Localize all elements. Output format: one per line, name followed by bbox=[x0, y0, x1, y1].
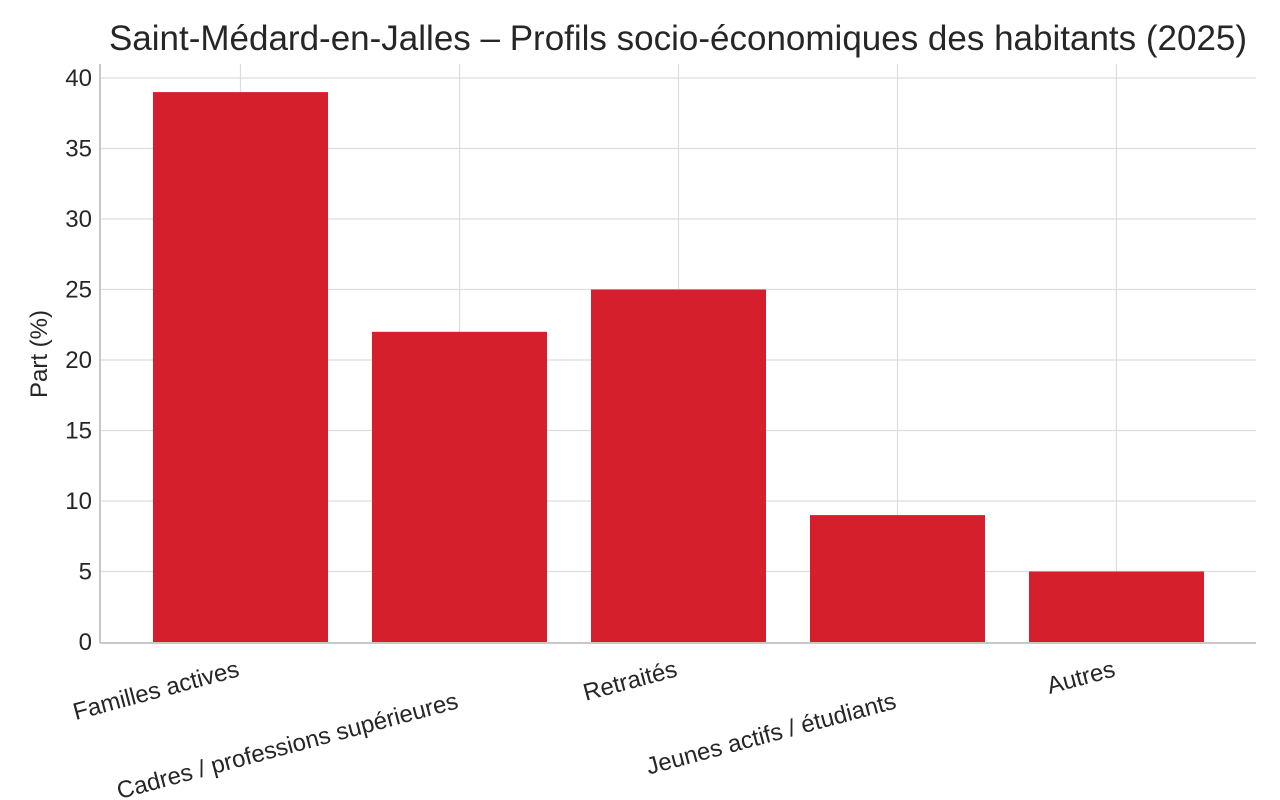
y-tick-label: 10 bbox=[65, 488, 92, 515]
y-axis-ticks: 0 5 10 15 20 25 30 35 40 bbox=[65, 65, 92, 656]
bar bbox=[372, 331, 547, 642]
y-axis-label: Part (%) bbox=[26, 310, 53, 398]
y-tick-label: 40 bbox=[65, 65, 92, 92]
y-tick-label: 0 bbox=[79, 629, 92, 656]
bar bbox=[810, 515, 985, 642]
y-tick-label: 20 bbox=[65, 347, 92, 374]
y-tick-label: 30 bbox=[65, 206, 92, 233]
x-tick-label: Retraités bbox=[580, 656, 680, 707]
y-tick-label: 25 bbox=[65, 277, 92, 304]
y-tick-label: 35 bbox=[65, 136, 92, 163]
bar bbox=[591, 289, 766, 642]
x-tick-label: Cadres / professions supérieures bbox=[114, 688, 461, 800]
chart-title: Saint-Médard-en-Jalles – Profils socio-é… bbox=[109, 19, 1247, 58]
y-tick-label: 15 bbox=[65, 418, 92, 445]
bars bbox=[153, 92, 1204, 643]
x-tick-label: Familles actives bbox=[70, 656, 242, 726]
y-tick-label: 5 bbox=[79, 559, 92, 586]
axes bbox=[99, 64, 1256, 644]
bar bbox=[1029, 571, 1204, 642]
x-tick-label: Jeunes actifs / étudiants bbox=[643, 688, 899, 781]
bar bbox=[153, 92, 328, 643]
x-tick-label: Autres bbox=[1044, 656, 1118, 700]
